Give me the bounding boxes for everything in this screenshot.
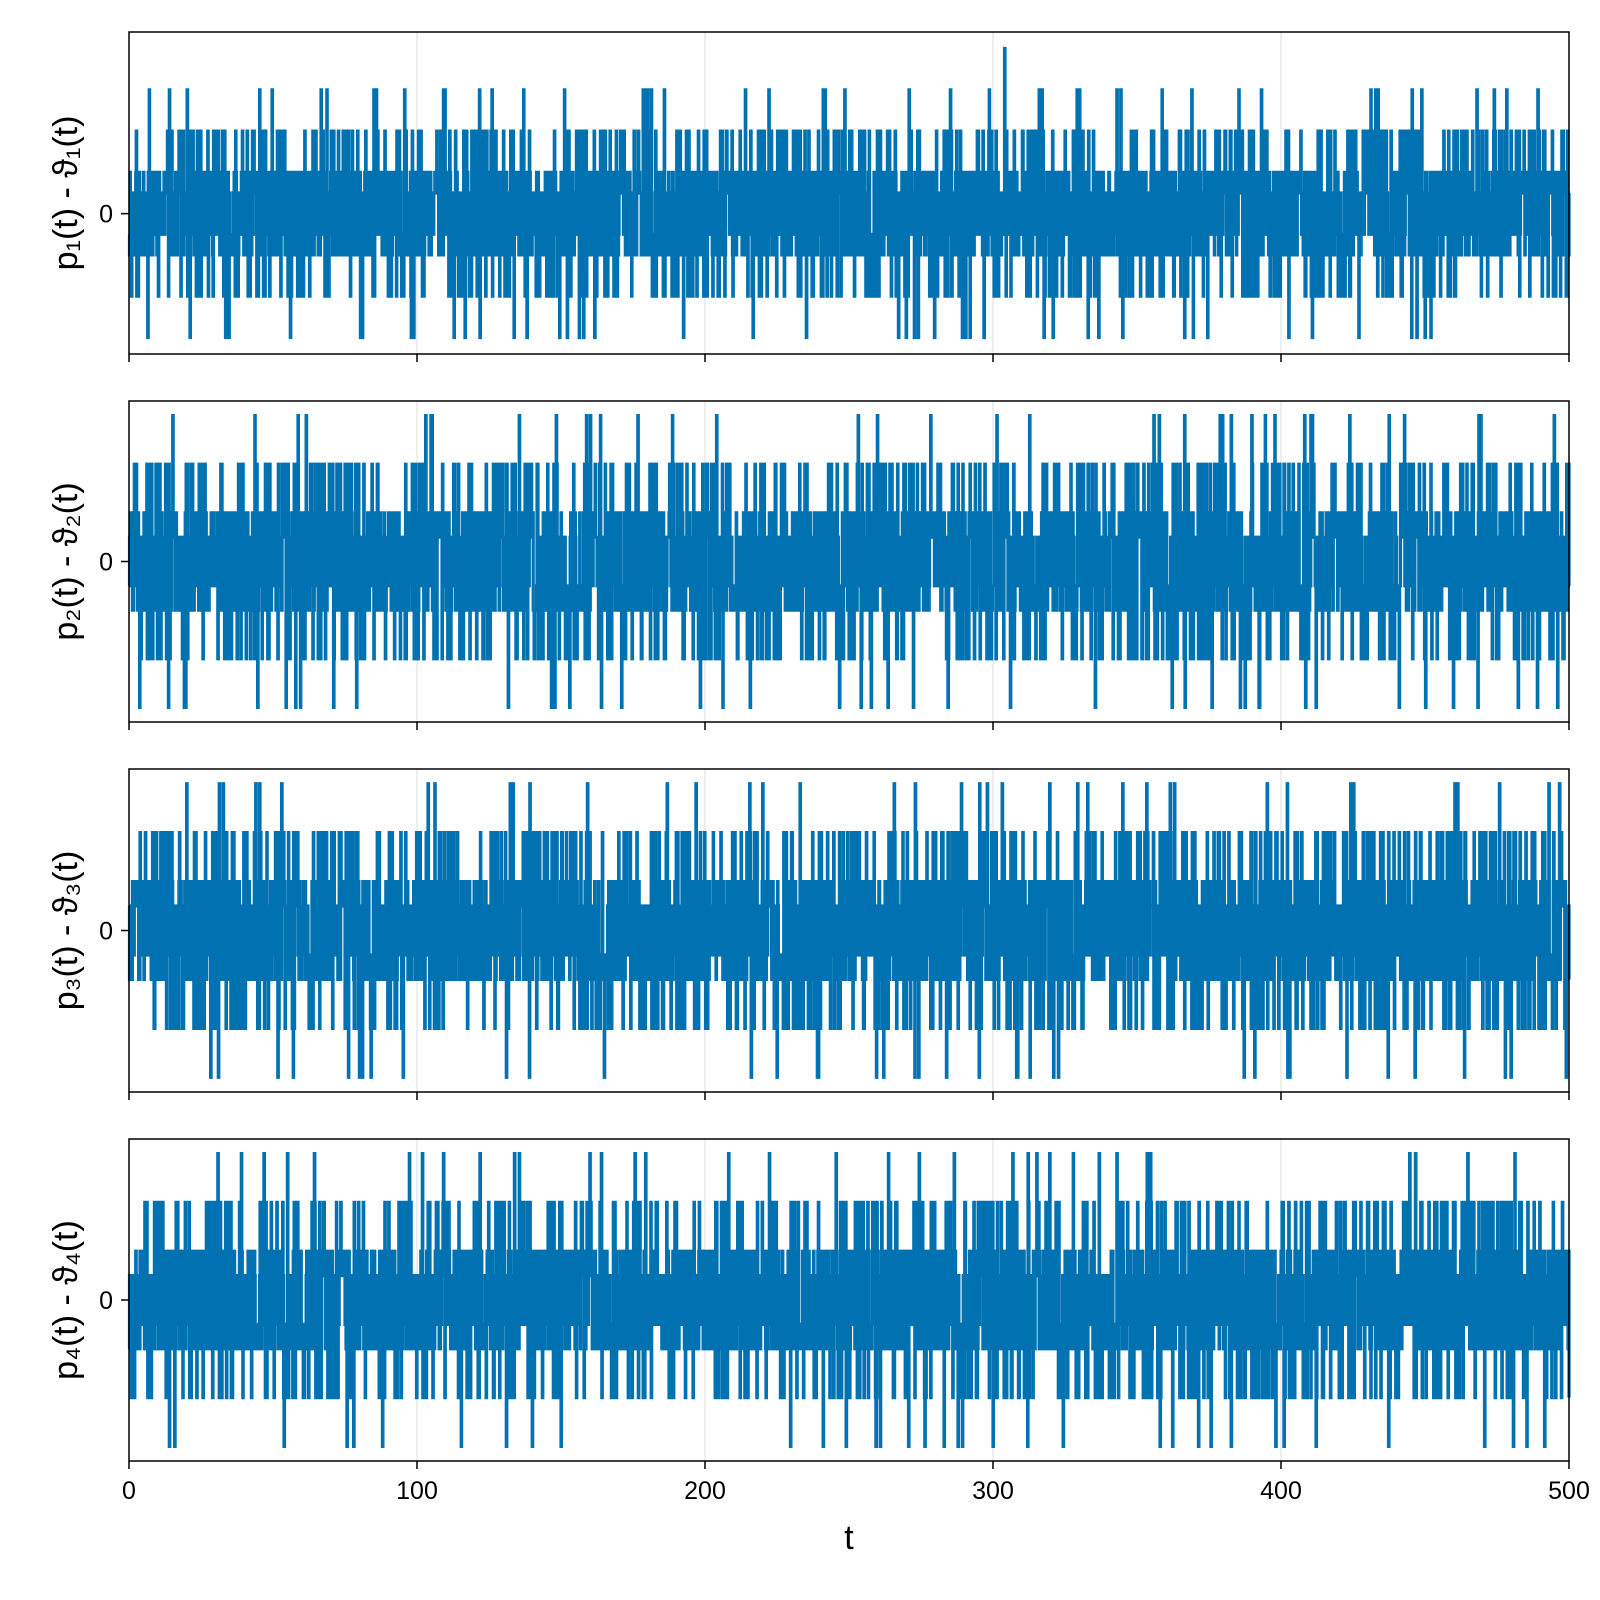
series-line	[127, 46, 1571, 340]
series-line	[127, 1152, 1571, 1448]
x-tick-label: 0	[122, 1477, 136, 1505]
y-tick-label: 0	[99, 1287, 113, 1315]
plot-frame	[128, 31, 1570, 355]
x-tick-label: 100	[396, 1477, 438, 1505]
y-tick-label: 0	[99, 549, 113, 577]
subplot-2: 0 p₂(t) - ϑ₂(t)	[47, 400, 1571, 730]
x-tick-label: 400	[1260, 1477, 1302, 1505]
x-tick-label: 300	[972, 1477, 1014, 1505]
series-line	[127, 782, 1571, 1079]
y-axis-title: p₄(t) - ϑ₄(t)	[47, 1220, 85, 1380]
y-axis-title: p₁(t) - ϑ₁(t)	[47, 116, 85, 271]
y-tick-label: 0	[99, 201, 113, 229]
y-tick-label: 0	[99, 918, 113, 946]
x-axis-title: t	[844, 1519, 854, 1557]
subplot-1: 0 p₁(t) - ϑ₁(t)	[47, 31, 1571, 362]
subplot-3: 0 p₃(t) - ϑ₃(t)	[47, 768, 1571, 1100]
x-tick-label: 500	[1548, 1477, 1590, 1505]
series-line	[127, 414, 1571, 709]
subplot-4: 0 p₄(t) - ϑ₄(t) 0 100 200 300 400 500 t	[47, 1138, 1590, 1557]
y-axis-title: p₂(t) - ϑ₂(t)	[47, 482, 85, 640]
y-axis-title: p₃(t) - ϑ₃(t)	[47, 851, 85, 1011]
x-tick-label: 200	[684, 1477, 726, 1505]
